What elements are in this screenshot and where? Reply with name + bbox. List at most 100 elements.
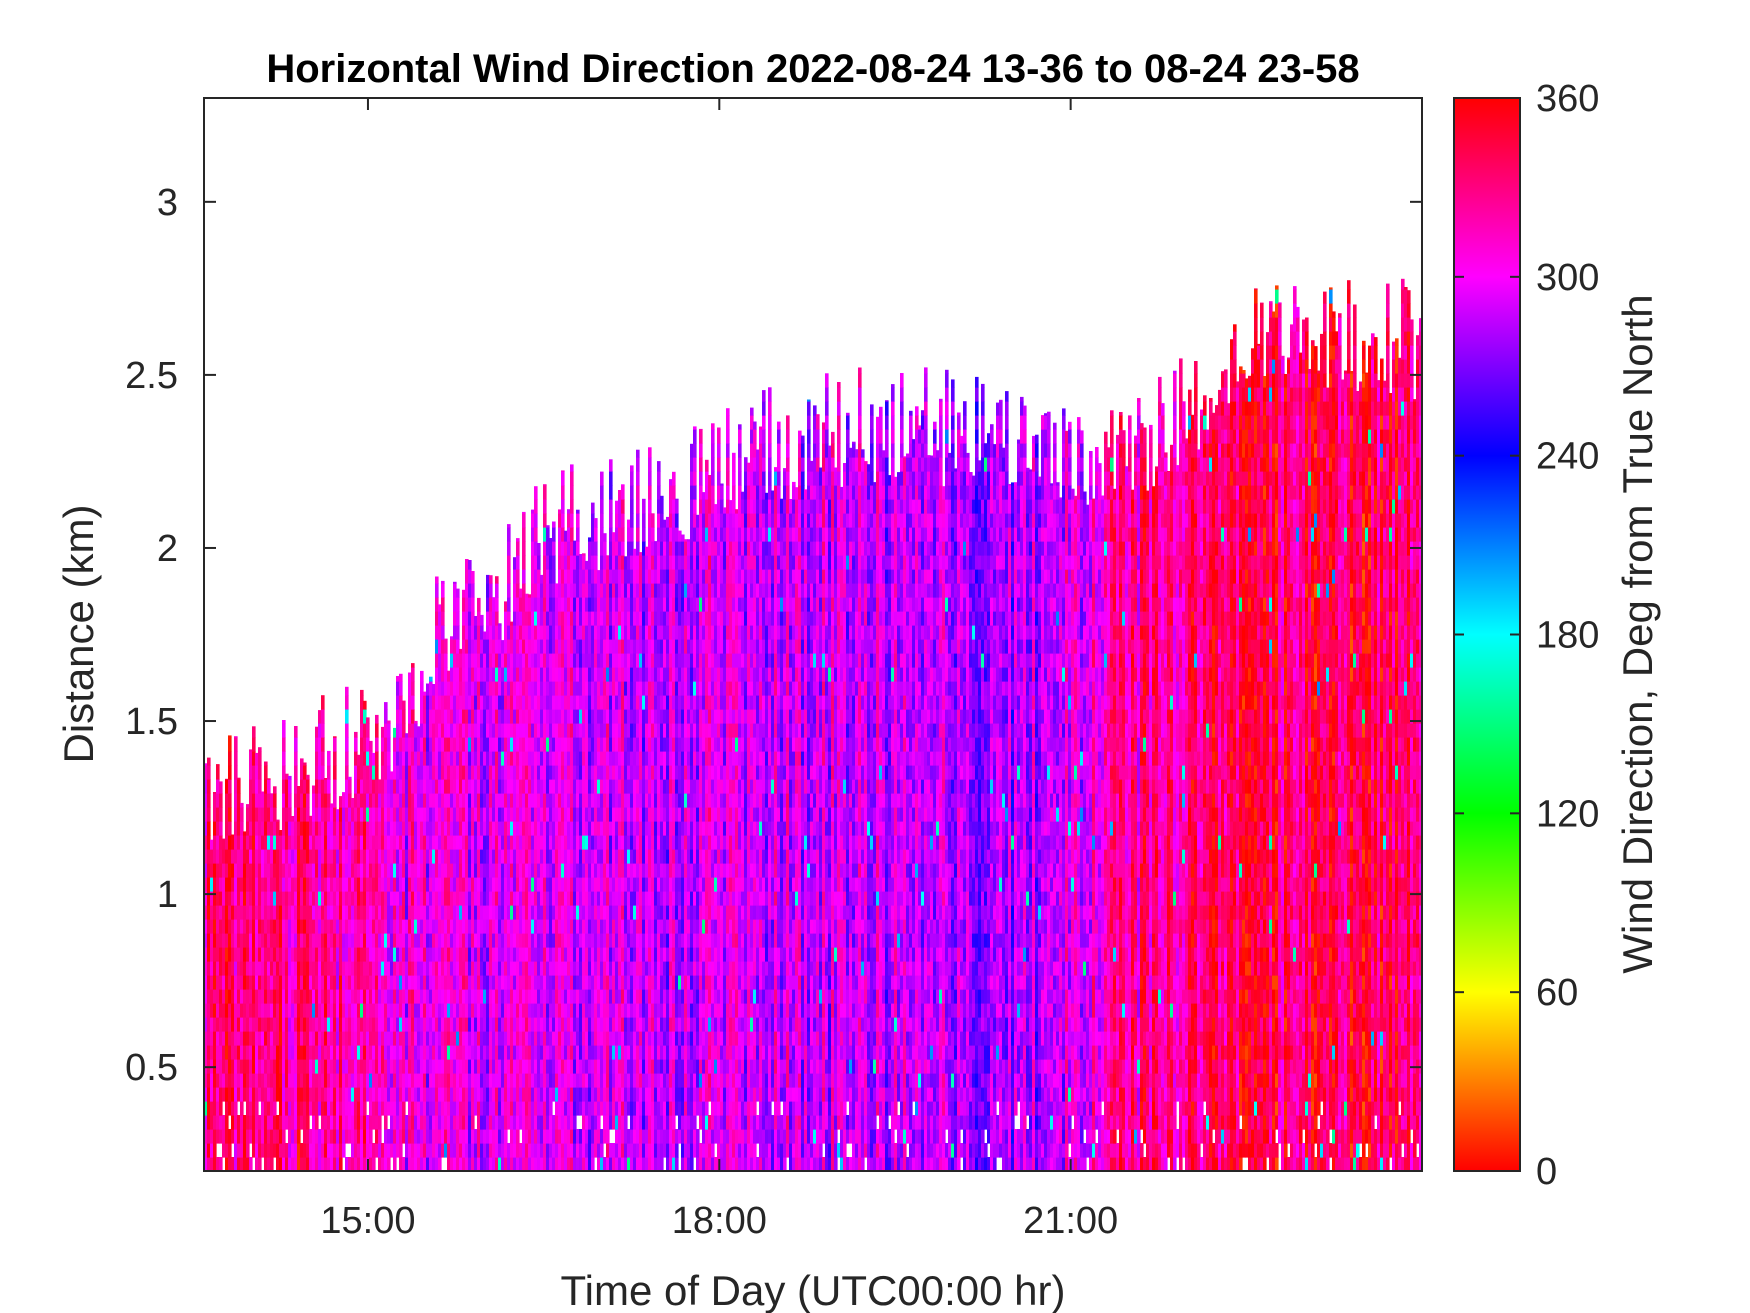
heatmap-cell (243, 1129, 247, 1144)
heatmap-cell (210, 1003, 214, 1018)
heatmap-cell (348, 1045, 352, 1060)
heatmap-cell (318, 793, 322, 808)
heatmap-cell (273, 1129, 277, 1144)
heatmap-cell (231, 1129, 235, 1144)
heatmap-cell (267, 919, 271, 934)
heatmap-cell (288, 989, 292, 1004)
heatmap-cell (354, 1129, 358, 1144)
heatmap-cell (363, 1101, 367, 1116)
heatmap-cell (255, 1003, 259, 1018)
heatmap-cell (336, 863, 340, 878)
heatmap-cell (552, 527, 556, 542)
heatmap-cell (213, 1045, 217, 1060)
heatmap-cell (297, 975, 301, 990)
heatmap-cell (351, 1143, 355, 1158)
heatmap-cell (330, 1087, 334, 1102)
heatmap-cell (288, 779, 292, 794)
heatmap-cell (339, 1059, 343, 1074)
heatmap-cell (261, 975, 265, 990)
heatmap-cell (225, 1157, 229, 1171)
heatmap-cell (348, 1129, 352, 1144)
heatmap-cell (300, 919, 304, 934)
heatmap-cell (264, 1157, 268, 1171)
heatmap-cell (207, 821, 211, 836)
heatmap-cell (267, 849, 271, 864)
heatmap-cell (213, 849, 217, 864)
heatmap-cell (264, 863, 268, 878)
heatmap-cell (330, 891, 334, 906)
heatmap-cell (300, 1115, 304, 1130)
heatmap-cell (258, 793, 262, 808)
heatmap-cell (261, 919, 265, 934)
heatmap-cell (339, 1143, 343, 1158)
heatmap-cell (318, 849, 322, 864)
heatmap-cell (609, 459, 613, 472)
heatmap-cell (297, 863, 301, 878)
heatmap-cell (249, 1129, 253, 1144)
heatmap-cell (210, 947, 214, 962)
heatmap-cell (237, 1143, 241, 1158)
heatmap-cell (273, 1101, 277, 1116)
heatmap-cell (225, 793, 229, 808)
heatmap-cell (237, 779, 241, 794)
heatmap-cell (351, 821, 355, 836)
heatmap-cell (273, 891, 277, 906)
heatmap-cell (438, 1157, 442, 1171)
heatmap-cell (315, 726, 319, 738)
heatmap-cell (270, 1073, 274, 1088)
heatmap-cell (333, 863, 337, 878)
heatmap-cell (279, 1115, 283, 1130)
heatmap-cell (255, 1101, 259, 1116)
heatmap-cell (303, 1045, 307, 1060)
heatmap-cell (333, 933, 337, 948)
heatmap-cell (207, 891, 211, 906)
heatmap-cell (300, 947, 304, 962)
heatmap-cell (309, 877, 313, 892)
heatmap-cell (573, 1115, 577, 1130)
heatmap-cell (282, 751, 286, 766)
heatmap-cell (324, 933, 328, 948)
heatmap-cell (234, 1129, 238, 1144)
heatmap-cell (204, 877, 208, 892)
heatmap-cell (249, 905, 253, 920)
heatmap-cell (333, 1031, 337, 1046)
heatmap-cell (240, 1003, 244, 1018)
heatmap-cell (489, 583, 493, 598)
heatmap-cell (252, 737, 256, 752)
heatmap-cell (252, 1073, 256, 1088)
heatmap-cell (279, 835, 283, 850)
heatmap-cell (336, 1129, 340, 1144)
heatmap-cell (309, 1157, 313, 1171)
heatmap-cell (471, 583, 475, 598)
heatmap-cell (234, 821, 238, 836)
heatmap-cell (330, 821, 334, 836)
heatmap-cell (288, 1101, 292, 1116)
heatmap-cell (336, 933, 340, 948)
heatmap-cell (327, 821, 331, 836)
heatmap-cell (303, 762, 307, 766)
heatmap-cell (348, 835, 352, 850)
heatmap-cell (255, 1129, 259, 1144)
heatmap-cell (231, 919, 235, 934)
heatmap-cell (306, 919, 310, 934)
heatmap-cell (336, 1017, 340, 1032)
heatmap-cell (315, 821, 319, 836)
heatmap-cell (369, 1129, 373, 1144)
heatmap-cell (306, 1031, 310, 1046)
heatmap-cell (285, 1087, 289, 1102)
heatmap-cell (228, 737, 232, 752)
heatmap-cell (333, 821, 337, 836)
heatmap-cell (285, 793, 289, 808)
heatmap-cell (264, 947, 268, 962)
heatmap-cell (210, 905, 214, 920)
heatmap-cell (318, 1003, 322, 1018)
heatmap-cell (303, 779, 307, 794)
heatmap-cell (288, 947, 292, 962)
heatmap-cell (252, 905, 256, 920)
heatmap-cell (204, 763, 208, 766)
heatmap-cell (330, 807, 334, 822)
heatmap-cell (498, 623, 502, 626)
heatmap-cell (309, 989, 313, 1004)
heatmap-cell (309, 1031, 313, 1046)
heatmap-cell (267, 1003, 271, 1018)
